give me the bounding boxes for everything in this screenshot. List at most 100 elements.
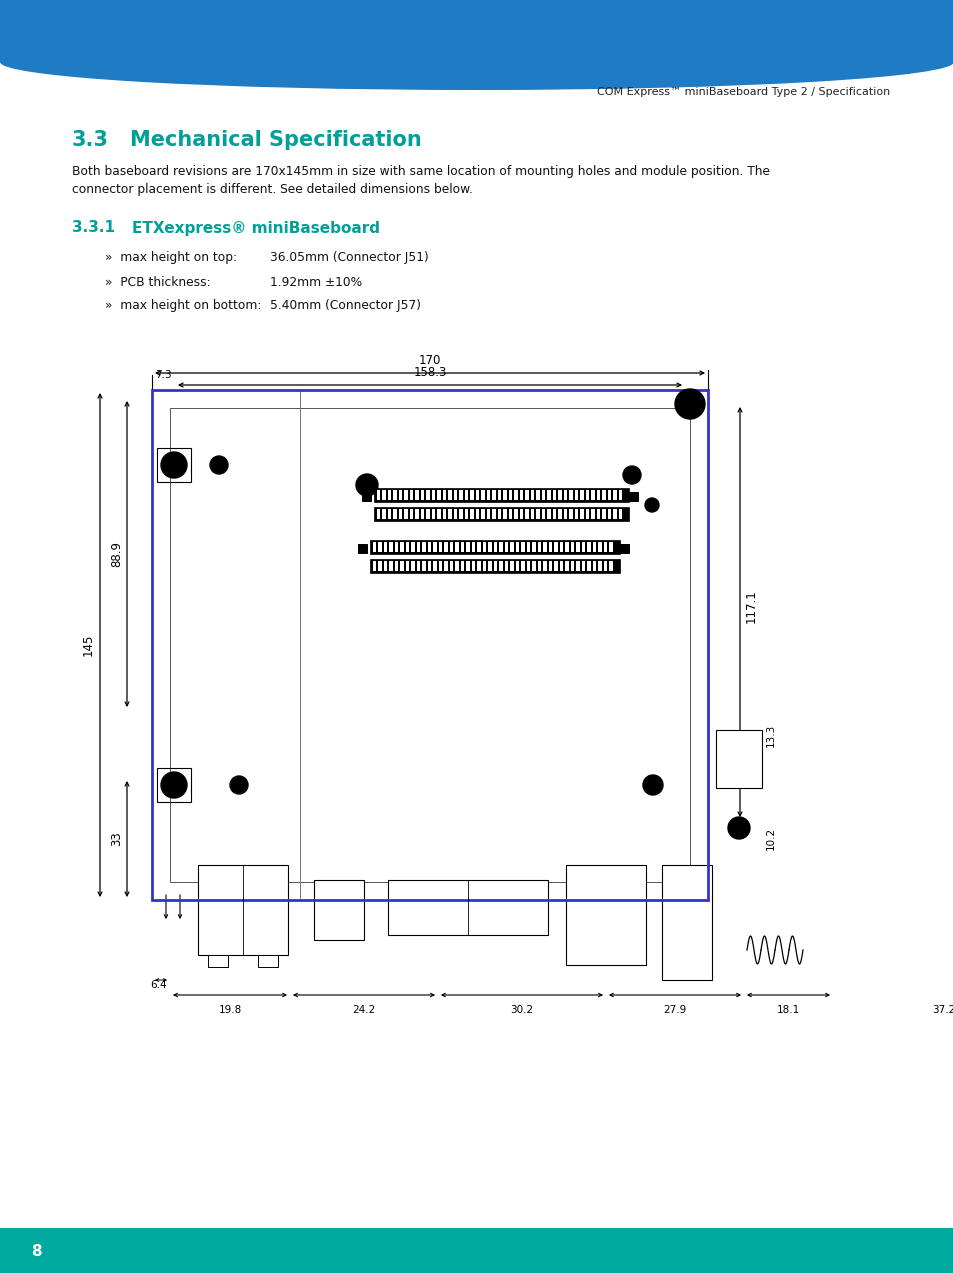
Bar <box>565 542 568 552</box>
Bar <box>404 490 408 500</box>
Bar <box>661 864 711 980</box>
Bar <box>395 561 398 572</box>
Bar <box>376 490 380 500</box>
Bar <box>373 561 376 572</box>
Bar <box>420 509 424 519</box>
Bar <box>444 561 448 572</box>
Text: 158.3: 158.3 <box>413 367 446 379</box>
Bar <box>411 542 415 552</box>
Bar <box>454 509 457 519</box>
Bar <box>384 561 387 572</box>
Text: 145: 145 <box>82 634 95 656</box>
Text: ETXexpress® miniBaseboard: ETXexpress® miniBaseboard <box>132 220 379 236</box>
Text: 24.2: 24.2 <box>352 1004 375 1015</box>
Bar <box>509 490 512 500</box>
Bar <box>152 390 707 900</box>
Bar <box>370 540 619 554</box>
Text: 36.05mm (Connector J51): 36.05mm (Connector J51) <box>270 252 428 265</box>
Bar <box>492 490 496 500</box>
Bar <box>609 542 613 552</box>
Bar <box>597 509 599 519</box>
Text: 3.3: 3.3 <box>71 130 109 150</box>
Bar <box>477 542 480 552</box>
Bar <box>426 490 430 500</box>
Text: COM Express™ miniBaseboard Type 2 / Specification: COM Express™ miniBaseboard Type 2 / Spec… <box>597 87 889 97</box>
Bar <box>389 561 393 572</box>
Bar <box>618 509 622 519</box>
Bar <box>537 561 541 572</box>
Bar <box>575 490 578 500</box>
Bar <box>450 561 453 572</box>
Bar <box>444 542 448 552</box>
Bar <box>602 490 605 500</box>
Bar <box>579 490 583 500</box>
Bar <box>492 509 496 519</box>
Bar <box>388 490 391 500</box>
Bar <box>198 864 288 955</box>
Bar <box>410 509 413 519</box>
Text: 27.9: 27.9 <box>662 1004 686 1015</box>
Bar <box>482 542 486 552</box>
Bar <box>536 509 539 519</box>
Bar <box>543 542 546 552</box>
Bar <box>565 561 568 572</box>
Circle shape <box>230 777 248 794</box>
Text: 5.40mm (Connector J57): 5.40mm (Connector J57) <box>270 299 420 312</box>
Bar <box>357 544 367 552</box>
Circle shape <box>355 474 377 496</box>
Bar <box>525 490 529 500</box>
Bar <box>0 1228 953 1273</box>
Bar <box>433 542 436 552</box>
Bar <box>591 509 595 519</box>
Bar <box>494 542 497 552</box>
Bar <box>0 0 953 62</box>
Bar <box>486 509 490 519</box>
Bar <box>398 490 402 500</box>
Bar <box>472 542 475 552</box>
Bar <box>521 561 524 572</box>
Bar <box>571 542 574 552</box>
Bar <box>422 542 426 552</box>
Text: 1.92mm ±10%: 1.92mm ±10% <box>270 275 362 289</box>
Bar <box>437 490 440 500</box>
Bar <box>428 542 431 552</box>
Bar <box>464 490 468 500</box>
Bar <box>575 509 578 519</box>
Bar <box>455 542 458 552</box>
Bar <box>388 880 547 934</box>
Bar <box>481 490 484 500</box>
Bar <box>416 542 420 552</box>
Bar <box>388 509 391 519</box>
Bar <box>488 542 492 552</box>
Bar <box>497 509 501 519</box>
Bar <box>593 561 596 572</box>
Bar <box>613 490 617 500</box>
Bar <box>554 542 558 552</box>
Bar <box>516 561 519 572</box>
Text: »  PCB thickness:: » PCB thickness: <box>105 275 211 289</box>
Circle shape <box>727 817 749 839</box>
Bar <box>404 509 408 519</box>
Bar <box>514 490 517 500</box>
Bar <box>514 509 517 519</box>
Bar <box>400 561 403 572</box>
Bar <box>433 561 436 572</box>
Bar <box>603 542 607 552</box>
Bar <box>559 561 563 572</box>
Bar <box>499 542 502 552</box>
Bar <box>448 490 452 500</box>
Bar <box>384 542 387 552</box>
Bar <box>374 507 628 521</box>
Bar <box>587 542 590 552</box>
Bar <box>208 955 228 967</box>
Circle shape <box>161 452 187 477</box>
Bar <box>459 509 462 519</box>
Bar <box>361 491 371 502</box>
Bar <box>460 542 464 552</box>
Bar <box>374 488 628 502</box>
Bar <box>504 542 508 552</box>
Bar <box>314 880 364 939</box>
Bar <box>591 490 595 500</box>
Bar <box>157 448 191 482</box>
Bar <box>509 509 512 519</box>
